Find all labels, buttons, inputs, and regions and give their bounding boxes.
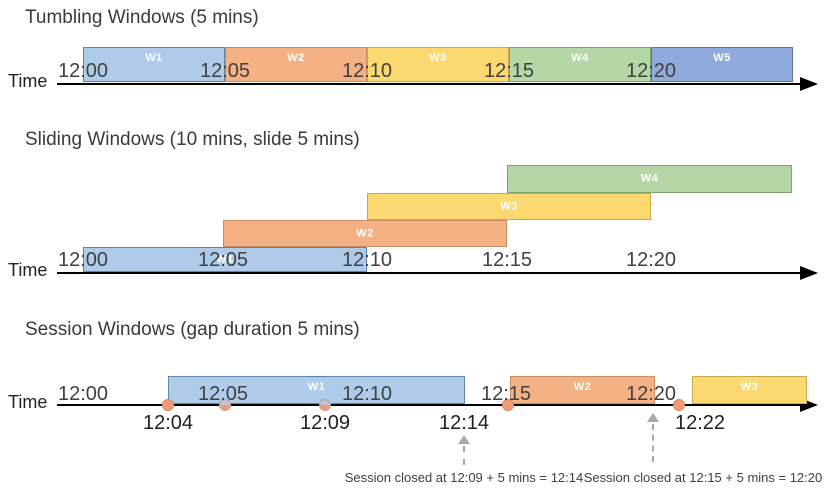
tumbling-tick-1205: 12:05 [199,60,251,82]
tumbling-window-w5-label: W5 [713,52,731,64]
tumbling-window-w5: W5 [651,47,793,82]
sliding-window-w1-label: W1 [216,253,234,266]
tumbling-axis-line [57,83,802,85]
event-dot-1215 [502,399,514,411]
tumbling-tick-1220: 12:20 [625,60,677,82]
sliding-window-w2-label: W2 [356,227,374,240]
session-window-w2: W2 [510,376,655,404]
sliding-window-w4: W4 [507,165,792,193]
session-tick-1200: 12:00 [57,383,109,405]
session-axis-line [57,404,802,406]
session-closed-note-1220: Session closed at 12:15 + 5 mins = 12:20 [583,470,823,485]
callout-arrowhead-1220-icon [647,413,659,422]
sliding-tick-1215: 12:15 [481,249,533,271]
tumbling-tick-1200: 12:00 [57,60,109,82]
tumbling-window-w1: W1 [83,47,225,82]
sliding-tick-1210: 12:10 [341,249,393,271]
tumbling-tick-1215: 12:15 [483,60,535,82]
tumbling-window-w1-label: W1 [145,52,163,64]
tumbling-axis-arrow-icon [800,77,818,91]
session-window-w3-label: W3 [740,381,759,393]
tumbling-window-w3-label: W3 [429,52,447,64]
session-tick-1205: 12:05 [197,383,249,405]
sliding-window-w3: W3 [367,193,651,220]
sliding-tick-1220: 12:20 [625,249,677,271]
tumbling-tick-1210: 12:10 [341,60,393,82]
tumbling-window-w2-label: W2 [287,52,305,64]
event-time-1209: 12:09 [299,412,351,434]
sliding-axis-arrow-icon [800,266,818,280]
tumbling-window-w2: W2 [225,47,367,82]
sliding-tick-1200: 12:00 [57,249,109,271]
tumbling-window-w4: W4 [509,47,651,82]
sliding-axis-line [57,272,802,274]
sliding-section-title: Sliding Windows (10 mins, slide 5 mins) [25,129,360,150]
event-dot-1206 [219,399,231,411]
tumbling-window-w4-label: W4 [571,52,589,64]
session-section-title: Session Windows (gap duration 5 mins) [25,319,360,340]
event-time-1214: 12:14 [438,412,490,434]
session-tick-1220: 12:20 [625,383,677,405]
session-window-w3: W3 [692,376,807,404]
sliding-tick-1205: 12:05 [197,249,249,271]
event-time-1204: 12:04 [142,412,194,434]
tumbling-window-w3: W3 [367,47,509,82]
sliding-window-w2: W2 [223,220,507,247]
session-window-w1-label: W1 [307,381,326,393]
callout-arrow-line-1214 [463,446,465,465]
callout-arrowhead-1214-icon [458,435,470,444]
event-dot-1204 [162,399,174,411]
tumbling-section-title: Tumbling Windows (5 mins) [25,7,259,28]
event-time-1222: 12:22 [674,412,726,434]
session-tick-1215: 12:15 [480,383,532,405]
callout-arrow-line-1220 [652,424,654,462]
session-tick-1210: 12:10 [341,383,393,405]
session-window-w1: W1 [168,376,465,404]
event-dot-1222 [673,399,685,411]
sliding-window-w1: W1 [83,247,367,272]
event-dot-1209 [319,399,331,411]
sliding-time-axis-label: Time [8,260,48,280]
session-window-w2-label: W2 [573,381,592,393]
sliding-window-w3-label: W3 [500,200,518,213]
sliding-window-w4-label: W4 [640,172,659,185]
session-time-axis-label: Time [8,392,48,412]
tumbling-time-axis-label: Time [8,71,48,91]
session-closed-note-1214: Session closed at 12:09 + 5 mins = 12:14 [344,470,584,485]
